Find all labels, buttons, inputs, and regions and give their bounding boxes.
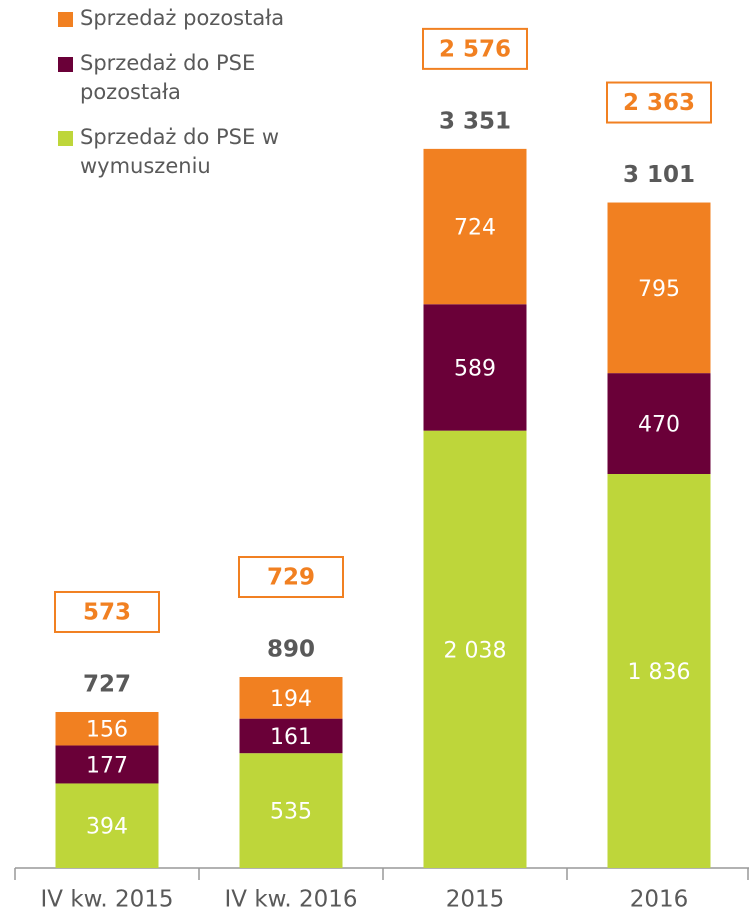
segment-label: 589	[454, 356, 496, 381]
x-tick-label: 2015	[446, 887, 505, 913]
legend-label: Sprzedaż do PSE w wymuszeniu	[80, 125, 280, 178]
total-label: 727	[83, 671, 131, 697]
bar-segment	[239, 753, 343, 868]
boxed-label: 573	[83, 599, 131, 625]
segment-label: 795	[638, 277, 680, 302]
bar-segment	[607, 202, 711, 374]
segment-label: 2 038	[444, 638, 507, 663]
x-tick-label: 2016	[630, 887, 689, 913]
total-label: 890	[267, 637, 315, 663]
boxed-label: 729	[267, 565, 315, 591]
bar-segment	[55, 783, 159, 868]
x-tick-label: IV kw. 2015	[40, 887, 173, 913]
boxed-label: 2 363	[623, 90, 695, 116]
box	[54, 590, 160, 633]
x-tick-label: IV kw. 2016	[224, 887, 357, 913]
segment-label: 177	[86, 753, 128, 778]
segment-label: 535	[270, 800, 312, 825]
bar-segment	[423, 304, 527, 431]
total-label: 3 101	[623, 162, 695, 188]
legend-item: Sprzedaż do PSE pozostała	[58, 49, 295, 107]
total-label: 3 351	[439, 108, 511, 134]
legend-swatch	[58, 131, 73, 146]
bar-segment	[423, 430, 527, 868]
bar-segment	[239, 677, 343, 719]
legend-item: Sprzedaż pozostała	[58, 4, 295, 33]
segment-label: 1 836	[628, 660, 691, 685]
bar-segment	[607, 373, 711, 474]
box	[422, 27, 528, 70]
legend-swatch	[58, 12, 73, 27]
legend: Sprzedaż pozostała Sprzedaż do PSE pozost…	[58, 4, 295, 197]
box	[238, 556, 344, 599]
bar-segment	[55, 711, 159, 746]
legend-item: Sprzedaż do PSE w wymuszeniu	[58, 123, 295, 181]
segment-label: 194	[270, 687, 312, 712]
segment-label: 161	[270, 725, 312, 750]
segment-label: 156	[86, 718, 128, 743]
segment-label: 394	[86, 815, 128, 840]
bar-segment	[239, 718, 343, 754]
legend-label: Sprzedaż pozostała	[80, 6, 285, 30]
legend-label: Sprzedaż do PSE pozostała	[80, 51, 256, 104]
segment-label: 724	[454, 216, 496, 241]
bar-segment	[423, 148, 527, 305]
boxed-label: 2 576	[439, 36, 511, 62]
bar-segment	[55, 745, 159, 784]
segment-label: 470	[638, 413, 680, 438]
box	[606, 81, 712, 124]
bar-segment	[607, 473, 711, 868]
legend-swatch	[58, 57, 73, 72]
